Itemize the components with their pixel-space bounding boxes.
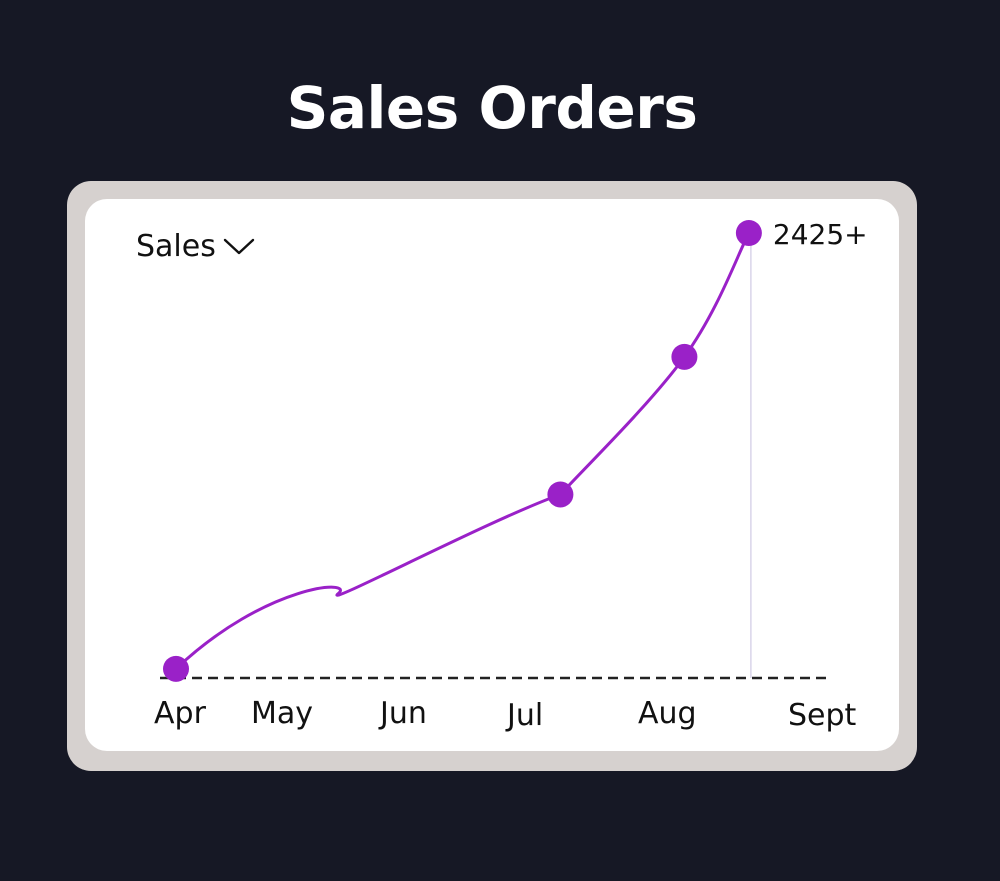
x-tick-label: Apr <box>154 696 207 731</box>
x-tick-label: Jun <box>378 696 427 731</box>
series-points <box>163 220 762 682</box>
annotation-group: 2425+ <box>773 218 868 251</box>
metric-selector[interactable]: Sales <box>136 226 256 266</box>
x-tick-label: Jul <box>505 698 543 733</box>
data-point[interactable] <box>671 343 698 370</box>
x-tick-label: May <box>251 696 313 731</box>
data-point[interactable] <box>735 220 762 246</box>
chart-card <box>85 199 899 751</box>
data-point[interactable] <box>163 655 189 682</box>
chevron-down-icon <box>223 238 255 255</box>
x-tick-label: Sept <box>788 698 857 733</box>
metric-selector-label: Sales <box>136 228 216 264</box>
series-lines <box>174 231 751 671</box>
x-tick-labels: Apr May Jun Jul Aug Sept <box>154 696 857 733</box>
annotation-label: 2425+ <box>773 218 868 251</box>
series-line <box>174 231 751 671</box>
x-tick-label: Aug <box>638 696 697 731</box>
page-title: Sales Orders <box>286 74 698 142</box>
data-point[interactable] <box>547 481 574 508</box>
